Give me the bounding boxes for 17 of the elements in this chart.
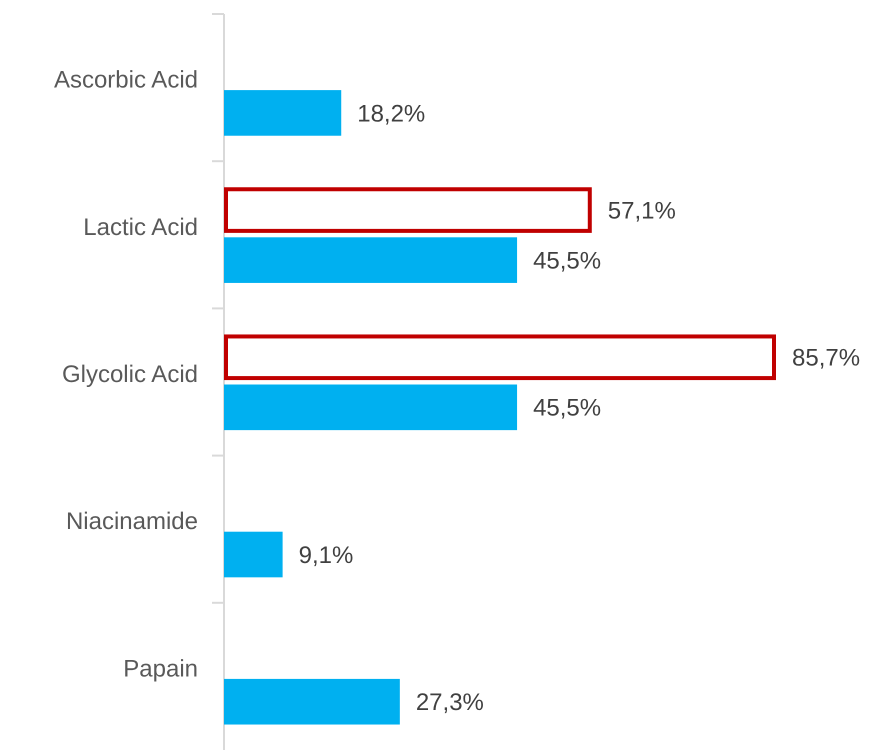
data-label: 85,7%	[792, 344, 860, 372]
bar	[224, 384, 518, 430]
y-tick-label: Lactic Acid	[83, 214, 198, 241]
y-tick-label: Glycolic Acid	[62, 361, 198, 388]
bar	[224, 90, 342, 136]
data-label: 45,5%	[533, 248, 602, 275]
data-label: 45,5%	[533, 394, 602, 422]
bar	[224, 237, 518, 283]
data-label: 57,1%	[608, 197, 676, 224]
y-tick-label: Ascorbic Acid	[54, 66, 198, 94]
data-label: 18,2%	[357, 100, 426, 128]
data-label: 27,3%	[416, 689, 484, 716]
bar	[224, 532, 283, 578]
data-label: 9,1%	[298, 542, 354, 569]
bar	[224, 678, 400, 725]
y-tick-label: Niacinamide	[66, 508, 198, 536]
y-tick-label: Papain	[123, 655, 198, 682]
